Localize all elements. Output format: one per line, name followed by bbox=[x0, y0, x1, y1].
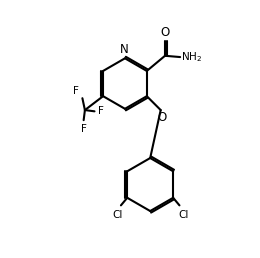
Text: F: F bbox=[73, 86, 79, 96]
Text: Cl: Cl bbox=[178, 210, 188, 220]
Text: F: F bbox=[81, 124, 87, 134]
Text: NH$_2$: NH$_2$ bbox=[181, 50, 202, 64]
Text: N: N bbox=[120, 43, 129, 56]
Text: Cl: Cl bbox=[112, 210, 122, 220]
Text: O: O bbox=[157, 111, 166, 124]
Text: F: F bbox=[98, 106, 103, 116]
Text: O: O bbox=[160, 26, 170, 39]
